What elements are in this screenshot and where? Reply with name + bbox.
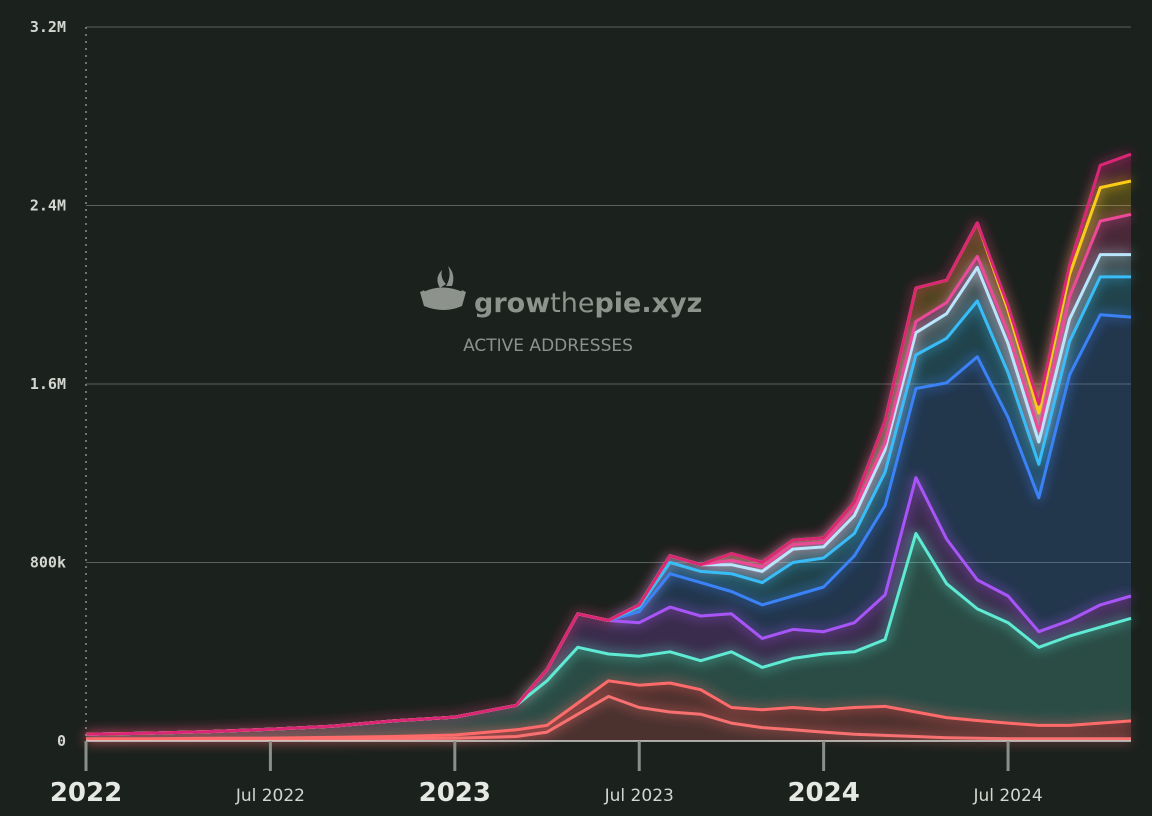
brand-name: growthepie.xyz xyxy=(474,288,702,319)
area-layer-1 xyxy=(86,696,1131,741)
x-tick-label: 2024 xyxy=(787,778,859,808)
x-axis: 2022 Jul 2022 2023 Jul 2023 2024 Jul 2024 xyxy=(50,741,1043,808)
series-areas xyxy=(86,154,1131,741)
line-layer-1 xyxy=(86,694,1131,742)
y-axis: 0 800k 1.6M 2.4M 3.2M xyxy=(30,18,1131,750)
y-tick-label: 800k xyxy=(30,554,66,572)
x-tick-label: Jul 2023 xyxy=(604,786,674,806)
watermark: growthepie.xyz ACTIVE ADDRESSES xyxy=(420,266,702,356)
y-tick-label: 0 xyxy=(57,732,66,750)
x-tick-label: Jul 2024 xyxy=(972,786,1042,806)
area-layer-2 xyxy=(86,680,1131,740)
series-lines xyxy=(85,152,1132,742)
pie-logo-icon xyxy=(420,266,466,310)
y-tick-label: 2.4M xyxy=(30,197,66,215)
chart-subtitle: ACTIVE ADDRESSES xyxy=(463,336,633,356)
area-layer-3 xyxy=(86,533,1131,739)
line-layer-2 xyxy=(86,679,1132,741)
x-tick-label: 2022 xyxy=(50,778,122,808)
grid-lines xyxy=(86,26,1131,563)
y-tick-label: 1.6M xyxy=(30,375,66,393)
line-layer-10 xyxy=(85,152,1132,736)
x-tick-label: 2023 xyxy=(419,778,491,808)
y-tick-label: 3.2M xyxy=(30,18,66,36)
x-tick-label: Jul 2022 xyxy=(235,786,305,806)
